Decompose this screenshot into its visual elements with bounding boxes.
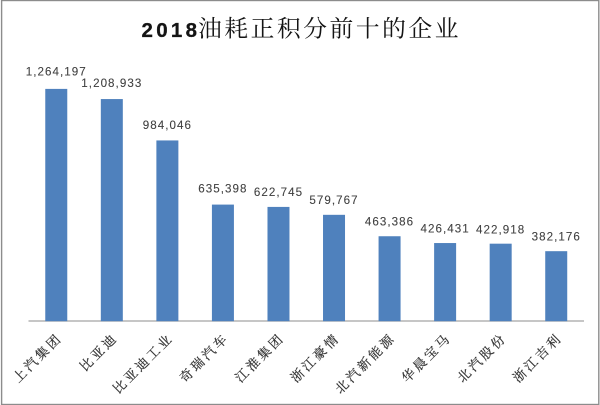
svg-text:635,398: 635,398 <box>198 183 247 196</box>
svg-text:463,386: 463,386 <box>365 216 414 229</box>
svg-text:1,264,197: 1,264,197 <box>26 65 87 78</box>
svg-text:1,208,933: 1,208,933 <box>81 77 142 90</box>
svg-text:984,046: 984,046 <box>143 119 192 132</box>
svg-text:382,176: 382,176 <box>532 231 581 244</box>
svg-text:622,745: 622,745 <box>254 186 303 199</box>
svg-text:2018: 2018 <box>142 19 201 42</box>
svg-text:422,918: 422,918 <box>476 224 525 237</box>
svg-text:426,431: 426,431 <box>420 223 469 236</box>
svg-text:579,767: 579,767 <box>309 194 358 207</box>
